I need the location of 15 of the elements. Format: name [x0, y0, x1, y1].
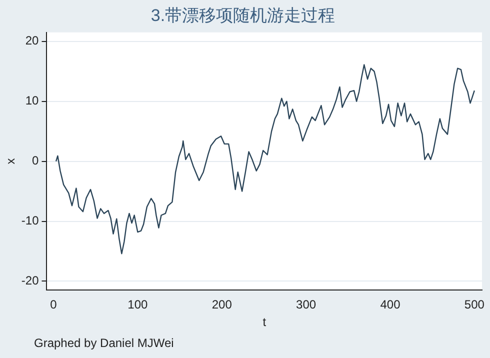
x-tick-label: 500	[464, 298, 485, 312]
x-tick-label: 300	[296, 298, 316, 312]
x-tick-label: 400	[380, 298, 401, 312]
y-tick-label: 20	[25, 34, 40, 48]
y-tick-label: -20	[21, 274, 40, 288]
x-axis-title: t	[262, 315, 267, 330]
y-axis-title: x	[4, 158, 18, 164]
y-tick-label: -10	[21, 214, 40, 228]
chart-title: 3.带漂移项随机游走过程	[150, 6, 336, 25]
x-tick-label: 100	[128, 298, 148, 312]
y-tick-label: 0	[32, 154, 40, 168]
text: Graphed by Daniel MJWei	[34, 336, 174, 350]
x-tick-label: 0	[50, 298, 58, 312]
y-tick-label: 10	[25, 94, 40, 108]
x-tick-label: 200	[212, 298, 232, 312]
